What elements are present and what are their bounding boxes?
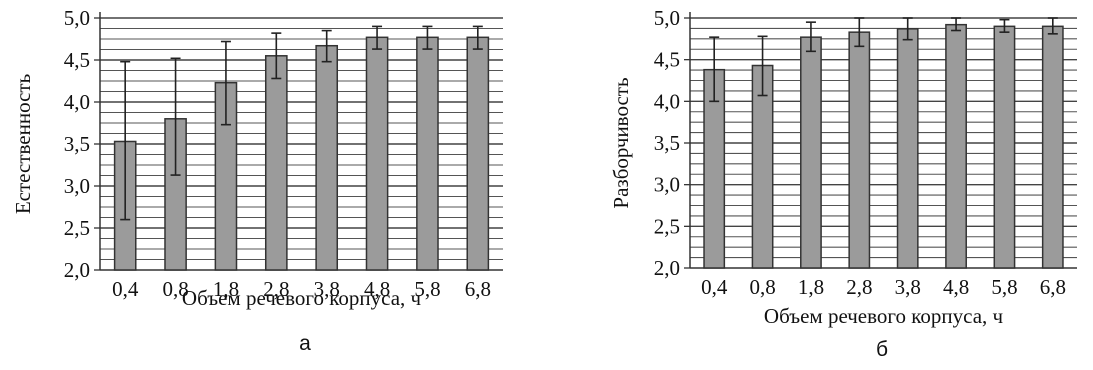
panel-caption: б [876, 338, 888, 361]
bar [945, 23, 967, 269]
bar [365, 36, 389, 271]
x-tick-label: 3,8 [314, 277, 340, 301]
y-tick-label: 4,0 [64, 90, 90, 114]
x-tick-label: 0,8 [162, 277, 188, 301]
bar [848, 31, 871, 269]
bar [896, 28, 919, 269]
y-tick-label: 3,0 [64, 174, 90, 198]
y-tick-label: 5,0 [64, 6, 90, 30]
x-tick-label: 4,8 [364, 277, 390, 301]
bar [993, 25, 1016, 269]
bar [1041, 25, 1064, 269]
y-tick-label: 2,5 [654, 214, 680, 238]
bar [315, 44, 339, 271]
y-tick-label: 5,0 [654, 6, 680, 30]
x-axis-label: Объем речевого корпуса, ч [764, 304, 1004, 328]
x-tick-label: 5,8 [991, 275, 1017, 299]
x-tick-label: 2,8 [263, 277, 289, 301]
y-axis-label: Естественность [11, 74, 35, 214]
y-axis-label: Разборчивость [609, 77, 633, 208]
x-tick-label: 6,8 [465, 277, 491, 301]
x-tick-label: 2,8 [846, 275, 872, 299]
x-tick-label: 1,8 [798, 275, 824, 299]
y-tick-label: 4,0 [654, 89, 680, 113]
y-tick-label: 3,0 [654, 173, 680, 197]
y-tick-label: 2,0 [654, 256, 680, 280]
y-tick-label: 3,5 [654, 131, 680, 155]
x-tick-label: 4,8 [943, 275, 969, 299]
x-tick-label: 1,8 [213, 277, 239, 301]
y-tick-label: 4,5 [64, 48, 90, 72]
x-axis-label: Объем речевого корпуса, ч [182, 286, 422, 310]
x-tick-label: 3,8 [895, 275, 921, 299]
y-tick-label: 2,0 [64, 258, 90, 282]
x-tick-label: 6,8 [1040, 275, 1066, 299]
y-tick-label: 2,5 [64, 216, 90, 240]
x-tick-label: 0,8 [749, 275, 775, 299]
bar [264, 55, 288, 271]
x-tick-label: 0,4 [701, 275, 728, 299]
panel-caption: а [299, 332, 311, 355]
bar [466, 36, 490, 271]
x-tick-label: 5,8 [414, 277, 440, 301]
y-tick-label: 3,5 [64, 132, 90, 156]
bar [800, 36, 822, 269]
x-tick-label: 0,4 [112, 277, 139, 301]
bar [416, 36, 439, 271]
y-tick-label: 4,5 [654, 48, 680, 72]
